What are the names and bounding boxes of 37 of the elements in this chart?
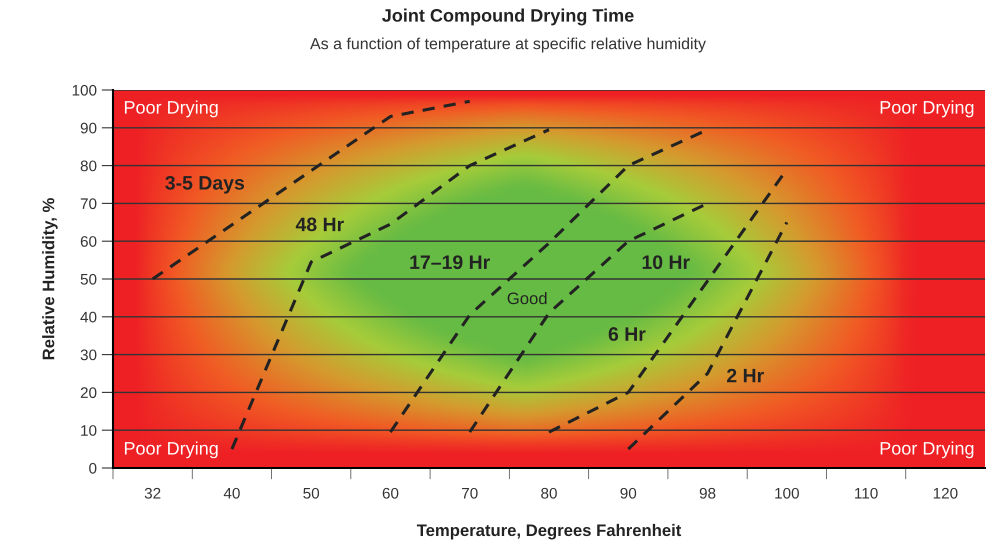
annotation: Good (508, 292, 547, 304)
y-tick-label: 50 (80, 274, 96, 285)
series-label: 48 Hr (296, 218, 344, 232)
x-tick-label: 60 (382, 488, 398, 499)
x-axis-title: Temperature, Degrees Fahrenheit (416, 524, 682, 540)
y-tick-label: 100 (72, 84, 96, 96)
series-label: 10 Hr (642, 255, 690, 270)
annotation: Poor Drying (124, 100, 218, 118)
x-tick-label: 120 (934, 488, 958, 499)
annotation: Poor Drying (880, 441, 974, 458)
y-tick-label: 30 (80, 349, 96, 360)
series-label: 3-5 Days (165, 176, 244, 194)
annotation: Poor Drying (124, 441, 218, 458)
annotation: Poor Drying (880, 100, 974, 118)
y-tick-label: 40 (80, 312, 96, 322)
x-tick-label: 90 (620, 488, 636, 499)
series-label: 6 Hr (608, 327, 646, 341)
x-tick-label: 98 (700, 488, 716, 499)
x-tick-label: 32 (144, 488, 160, 499)
x-tick-label: 40 (224, 488, 240, 499)
x-tick-label: 110 (855, 488, 878, 499)
x-tick-label: 80 (541, 488, 557, 499)
y-tick-label: 20 (80, 387, 96, 398)
y-tick-label: 80 (80, 160, 96, 172)
y-tick-label: 10 (81, 425, 96, 436)
x-tick-label: 100 (775, 488, 799, 499)
chart-title: Joint Compound Drying Time (382, 8, 634, 26)
x-tick-label: 70 (462, 488, 478, 499)
y-tick-label: 70 (80, 198, 96, 210)
chart-subtitle: As a function of temperature at specific relative humidity (310, 38, 706, 52)
y-tick-label: 60 (80, 236, 96, 247)
y-axis-title: Relative Humidity, % (42, 198, 58, 360)
series-label: 17–19 Hr (410, 255, 490, 270)
series-label: 2 Hr (727, 368, 764, 382)
y-tick-label: 0 (89, 462, 96, 474)
y-tick-label: 90 (80, 122, 96, 134)
x-tick-label: 50 (303, 488, 320, 499)
